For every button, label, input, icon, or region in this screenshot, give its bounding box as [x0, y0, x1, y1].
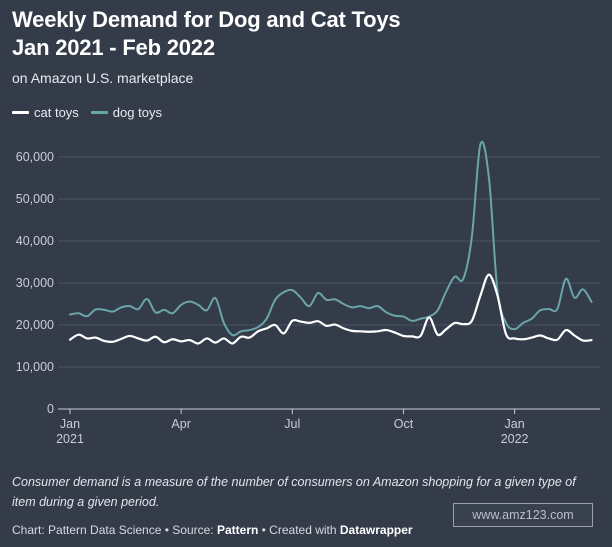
credits-chart-prefix: Chart: Pattern Data Science • Source: [12, 523, 217, 537]
y-tick-label: 50,000 [16, 192, 54, 206]
legend-item-dog-toys: dog toys [90, 105, 162, 120]
y-tick-label: 0 [47, 402, 54, 416]
credits-created-prefix: • Created with [258, 523, 340, 537]
watermark: www.amz123.com [453, 503, 593, 527]
legend-swatch-cat-toys [12, 111, 29, 114]
chart-subtitle: on Amazon U.S. marketplace [12, 70, 194, 86]
y-tick-label: 30,000 [16, 276, 54, 290]
x-tick-sublabel: 2022 [501, 432, 529, 446]
x-tick-label: Jan [60, 417, 80, 431]
legend-item-cat-toys: cat toys [12, 105, 79, 120]
legend-swatch-dog-toys [90, 111, 108, 114]
chart-credits: Chart: Pattern Data Science • Source: Pa… [12, 523, 413, 537]
x-tick-sublabel: 2021 [56, 432, 84, 446]
chart-title: Weekly Demand for Dog and Cat Toys Jan 20… [12, 7, 401, 60]
y-tick-label: 10,000 [16, 360, 54, 374]
chart-notes: Consumer demand is a measure of the numb… [12, 475, 576, 509]
x-tick-label: Oct [394, 417, 414, 431]
chart-legend: cat toys dog toys [12, 105, 174, 120]
legend-label-cat-toys: cat toys [34, 105, 79, 120]
y-tick-label: 40,000 [16, 234, 54, 248]
x-tick-label: Apr [171, 417, 190, 431]
series-line-dog-toys [69, 141, 593, 337]
y-tick-label: 60,000 [16, 150, 54, 164]
y-tick-label: 20,000 [16, 318, 54, 332]
legend-label-dog-toys: dog toys [112, 105, 162, 120]
x-tick-label: Jan [505, 417, 525, 431]
x-tick-label: Jul [284, 417, 300, 431]
credits-tool-link[interactable]: Datawrapper [339, 523, 413, 537]
credits-source-link[interactable]: Pattern [216, 523, 259, 537]
line-chart: 0 10,000 20,000 30,000 40,000 50,000 60,000 Jan… [16, 141, 600, 446]
series-line-cat-toys [68, 273, 593, 345]
